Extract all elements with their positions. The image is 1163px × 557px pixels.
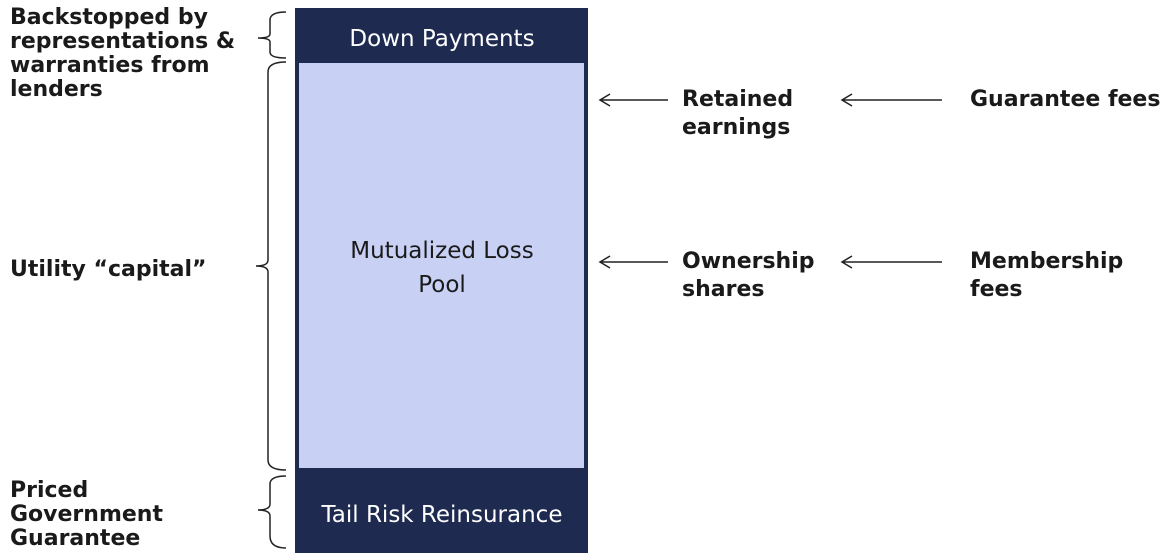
left-label: Priced xyxy=(10,478,88,503)
left-label: Government xyxy=(10,502,163,527)
left-label: warranties from xyxy=(10,53,210,78)
arrows xyxy=(598,93,942,269)
source-inner: Ownership xyxy=(682,249,815,274)
left-label: representations & xyxy=(10,29,235,54)
source-outer: Guarantee fees xyxy=(970,87,1160,112)
left-label: lenders xyxy=(10,77,103,102)
left-label: Backstopped by xyxy=(10,5,208,30)
left-label: Guarantee xyxy=(10,526,140,551)
source-inner: shares xyxy=(682,277,764,302)
loss-pool xyxy=(299,63,584,468)
source-outer: fees xyxy=(970,277,1023,302)
source-inner: earnings xyxy=(682,115,790,140)
tail-risk: Tail Risk Reinsurance xyxy=(321,502,563,528)
pool-label: Mutualized Loss xyxy=(350,238,533,264)
pool-label: Pool xyxy=(418,272,466,298)
down-payments: Down Payments xyxy=(349,26,534,52)
source-outer: Membership xyxy=(970,249,1123,274)
source-inner: Retained xyxy=(682,87,793,112)
left-label: Utility “capital” xyxy=(10,257,207,282)
braces xyxy=(255,11,287,549)
